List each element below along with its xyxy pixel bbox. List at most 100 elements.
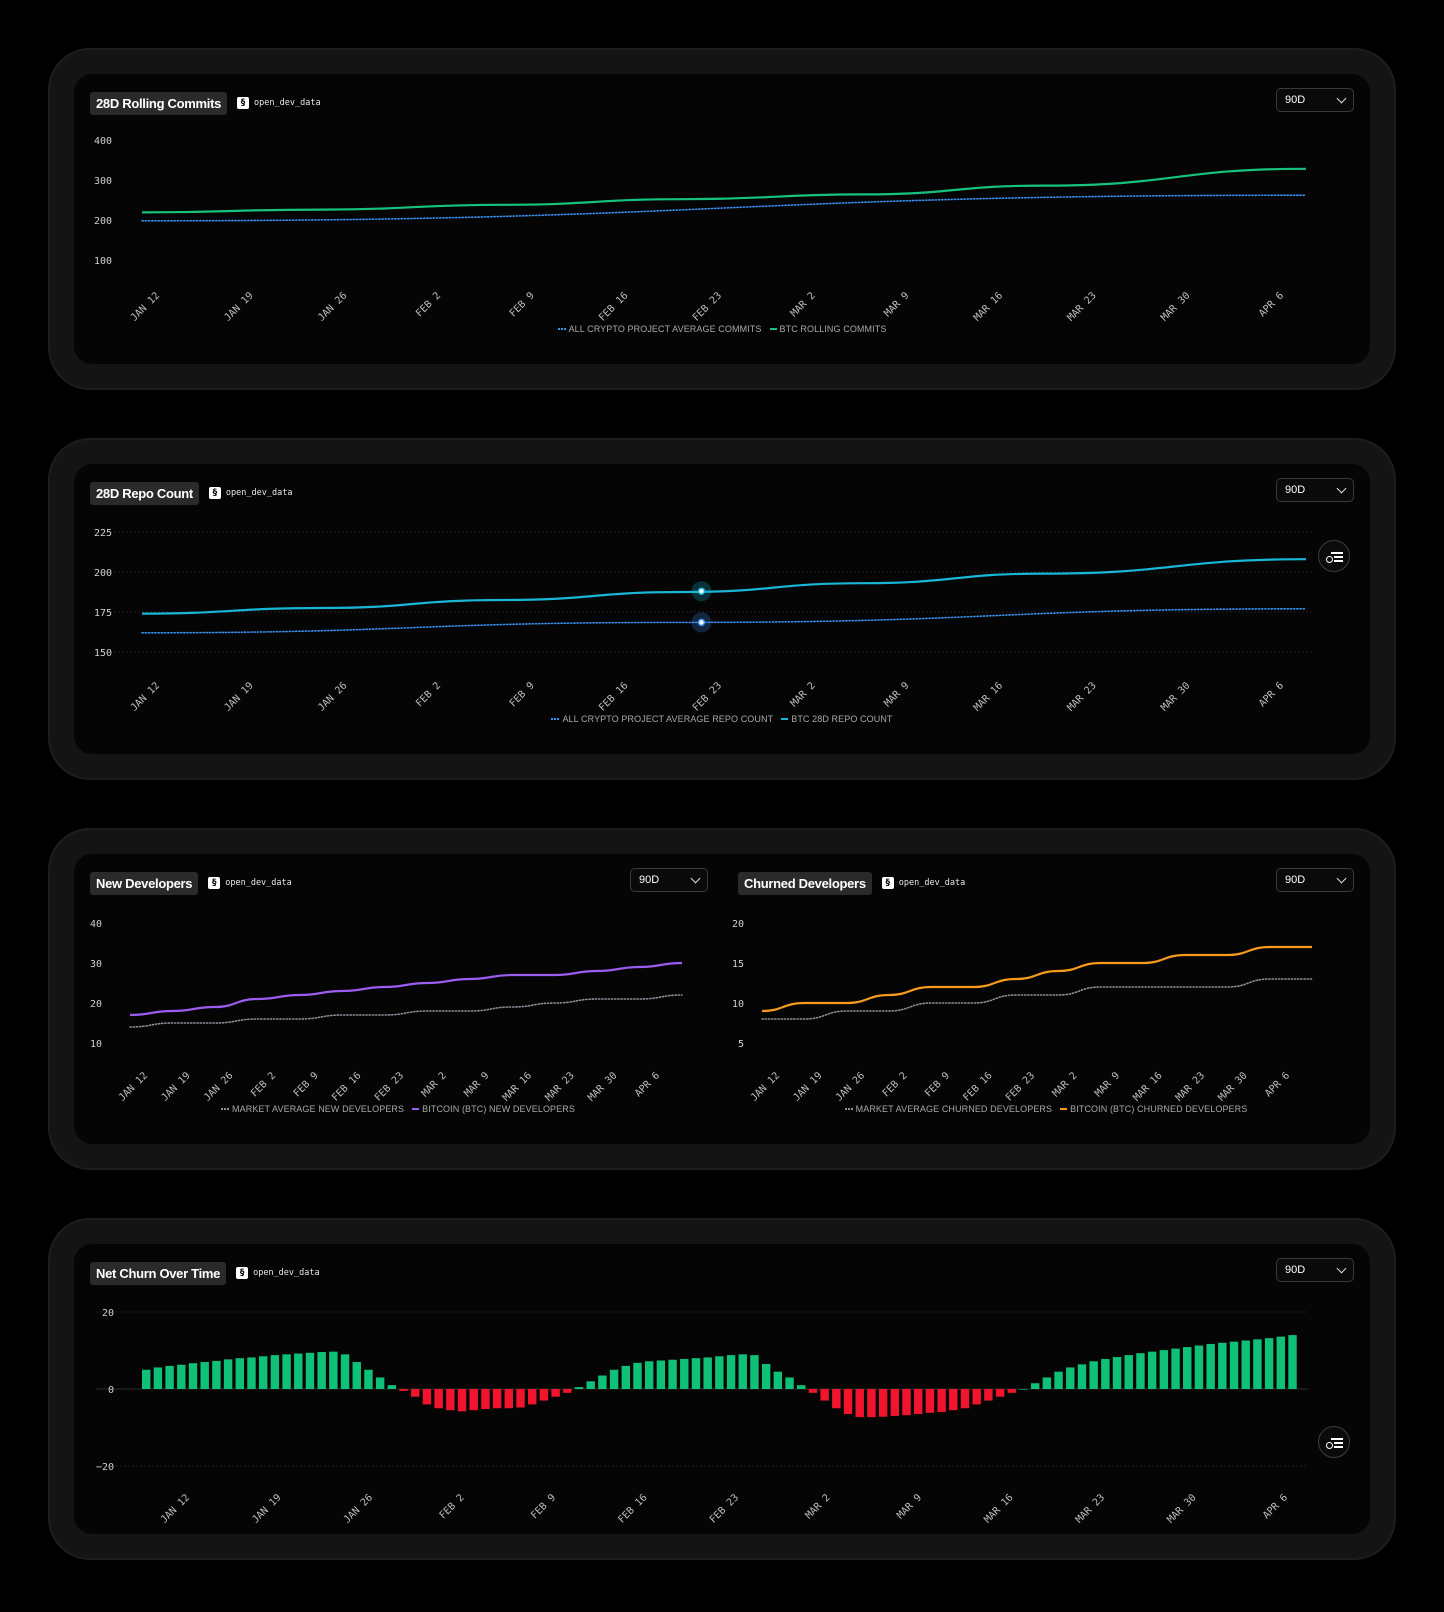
chart-title: Net Churn Over Time bbox=[90, 1261, 227, 1285]
y-tick-label: 200 bbox=[94, 216, 112, 227]
chart-title: New Developers bbox=[90, 871, 199, 895]
x-tick-label: JAN 19 bbox=[791, 1070, 824, 1103]
panel-header: Churned Developers § open_dev_data bbox=[738, 870, 965, 896]
hover-marker-btc bbox=[697, 587, 706, 595]
bar bbox=[528, 1389, 537, 1405]
legend-item[interactable]: ALL CRYPTO PROJECT AVERAGE COMMITS bbox=[557, 324, 762, 334]
panel-body: New Developers § open_dev_data 90D Churne… bbox=[74, 854, 1370, 1144]
chart-legend: MARKET AVERAGE NEW DEVELOPERS BITCOIN (BT… bbox=[74, 1104, 722, 1114]
series-line bbox=[141, 608, 1307, 634]
bar bbox=[1066, 1367, 1075, 1389]
net-churn-chart: −20 0 20 JAN 12 JAN 19 JAN 26 FEB 2 FEB 9 FEB 16… bbox=[96, 1308, 1308, 1526]
range-select[interactable]: 90D bbox=[1276, 88, 1354, 112]
legend-label: ALL CRYPTO PROJECT AVERAGE COMMITS bbox=[568, 324, 762, 334]
x-tick-label: MAR 9 bbox=[1093, 1070, 1122, 1099]
bar bbox=[481, 1389, 490, 1410]
open-dev-data-icon: § bbox=[237, 97, 250, 109]
y-tick-label: 15 bbox=[732, 959, 744, 970]
series-line bbox=[761, 978, 1313, 1020]
legend-item[interactable]: ALL CRYPTO PROJECT AVERAGE REPO COUNT bbox=[551, 714, 773, 724]
y-tick-label: 200 bbox=[94, 568, 112, 579]
bar bbox=[773, 1371, 783, 1389]
bar bbox=[516, 1389, 525, 1408]
bar bbox=[843, 1389, 853, 1415]
bar bbox=[504, 1389, 514, 1409]
bar bbox=[142, 1369, 151, 1389]
legend-label: ALL CRYPTO PROJECT AVERAGE REPO COUNT bbox=[562, 714, 774, 724]
x-tick-label: MAR 16 bbox=[1131, 1070, 1164, 1103]
legend-item[interactable]: MARKET AVERAGE NEW DEVELOPERS bbox=[221, 1104, 404, 1114]
bar bbox=[1077, 1364, 1087, 1389]
source-tag[interactable]: § open_dev_data bbox=[208, 877, 292, 889]
x-tick-label: APR 6 bbox=[1257, 680, 1286, 709]
bar bbox=[364, 1369, 373, 1389]
y-tick-label: 225 bbox=[94, 528, 112, 539]
bar bbox=[1264, 1338, 1274, 1389]
legend-item[interactable]: MARKET AVERAGE CHURNED DEVELOPERS bbox=[844, 1104, 1053, 1114]
x-tick-label: MAR 2 bbox=[420, 1070, 449, 1099]
source-tag[interactable]: § open_dev_data bbox=[236, 1267, 320, 1279]
panel-net-churn: Net Churn Over Time § open_dev_data 90D −… bbox=[48, 1218, 1396, 1560]
bar bbox=[867, 1389, 876, 1418]
range-select[interactable]: 90D bbox=[1276, 478, 1354, 502]
x-tick-label: JAN 19 bbox=[222, 290, 255, 323]
x-tick-label: FEB 23 bbox=[691, 680, 724, 713]
bar bbox=[153, 1367, 163, 1389]
x-tick-label: MAR 23 bbox=[1065, 680, 1098, 713]
source-label: open_dev_data bbox=[225, 878, 292, 888]
bar bbox=[165, 1365, 174, 1389]
legend-item[interactable]: BITCOIN (BTC) NEW DEVELOPERS bbox=[412, 1104, 575, 1114]
x-tick-label: MAR 23 bbox=[1074, 1492, 1107, 1525]
legend-label: MARKET AVERAGE CHURNED DEVELOPERS bbox=[855, 1104, 1053, 1114]
bar bbox=[563, 1389, 572, 1393]
source-tag[interactable]: § open_dev_data bbox=[881, 877, 965, 889]
legend-label: BITCOIN (BTC) NEW DEVELOPERS bbox=[422, 1104, 575, 1114]
bar bbox=[1253, 1339, 1262, 1389]
x-tick-label: MAR 2 bbox=[789, 290, 818, 319]
x-tick-label: JAN 26 bbox=[202, 1070, 235, 1103]
range-select[interactable]: 90D bbox=[1276, 1258, 1354, 1282]
bar bbox=[317, 1352, 326, 1389]
bar bbox=[1229, 1341, 1239, 1389]
range-select[interactable]: 90D bbox=[1276, 868, 1354, 892]
range-select-value: 90D bbox=[1285, 874, 1306, 886]
panel-repo-count: 28D Repo Count § open_dev_data 90D 150 175… bbox=[48, 438, 1396, 780]
x-tick-label: FEB 9 bbox=[508, 290, 537, 319]
legend-item[interactable]: BTC ROLLING COMMITS bbox=[769, 324, 887, 334]
range-select[interactable]: 90D bbox=[630, 868, 708, 892]
bar bbox=[715, 1356, 724, 1389]
panel-rolling-commits: 28D Rolling Commits § open_dev_data 90D 1… bbox=[48, 48, 1396, 390]
x-tick-label: FEB 16 bbox=[330, 1070, 363, 1103]
filter-button[interactable] bbox=[1318, 540, 1350, 572]
legend-swatch bbox=[412, 1108, 420, 1110]
x-tick-label: JAN 12 bbox=[117, 1070, 150, 1103]
x-tick-label: MAR 9 bbox=[462, 1070, 491, 1099]
bar bbox=[1206, 1343, 1215, 1389]
x-tick-label: MAR 9 bbox=[895, 1492, 924, 1521]
repo-chart: 150 175 200 225 JAN 12 JAN 19 JAN 26 FEB 2 FEB 9… bbox=[94, 528, 1314, 714]
y-tick-label: 20 bbox=[732, 919, 744, 930]
x-tick-label: FEB 2 bbox=[414, 680, 443, 709]
source-tag[interactable]: § open_dev_data bbox=[237, 97, 321, 109]
filter-button[interactable] bbox=[1318, 1426, 1350, 1458]
x-tick-label: APR 6 bbox=[1263, 1070, 1292, 1099]
y-tick-label: 20 bbox=[90, 999, 102, 1010]
bar bbox=[691, 1358, 701, 1389]
bar bbox=[750, 1355, 759, 1389]
bar bbox=[609, 1369, 619, 1389]
legend-item[interactable]: BITCOIN (BTC) CHURNED DEVELOPERS bbox=[1060, 1104, 1247, 1114]
source-tag[interactable]: § open_dev_data bbox=[208, 487, 292, 499]
x-tick-label: MAR 2 bbox=[804, 1492, 833, 1521]
legend-swatch bbox=[781, 718, 789, 720]
x-tick-label: FEB 2 bbox=[438, 1492, 467, 1521]
series-line bbox=[761, 945, 1312, 1013]
x-tick-label: JAN 12 bbox=[749, 1070, 782, 1103]
x-tick-label: MAR 30 bbox=[1216, 1070, 1249, 1103]
bar bbox=[422, 1389, 432, 1405]
legend-item[interactable]: BTC 28D REPO COUNT bbox=[781, 714, 892, 724]
x-tick-label: JAN 12 bbox=[159, 1492, 192, 1525]
x-tick-label: JAN 19 bbox=[222, 680, 255, 713]
x-tick-label: APR 6 bbox=[1257, 290, 1286, 319]
bar bbox=[1136, 1353, 1145, 1389]
x-tick-label: FEB 16 bbox=[597, 680, 630, 713]
